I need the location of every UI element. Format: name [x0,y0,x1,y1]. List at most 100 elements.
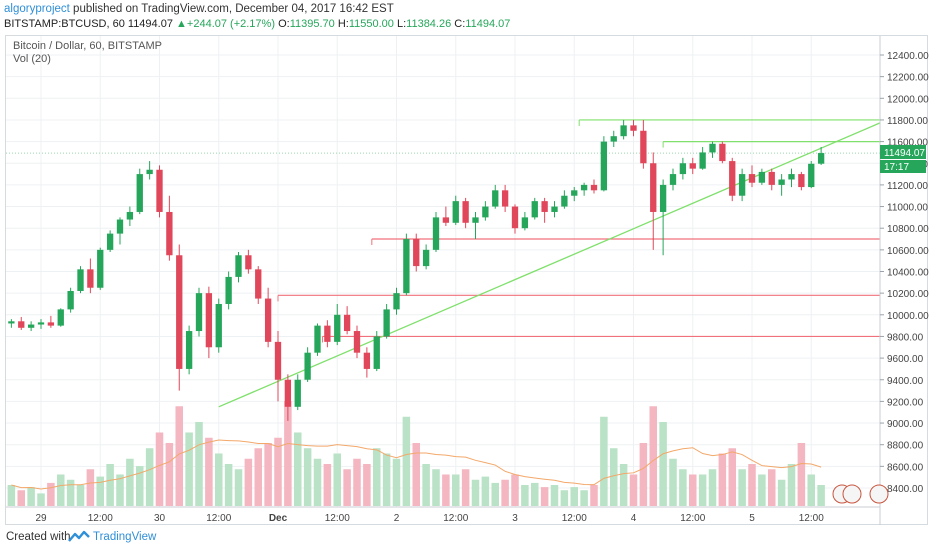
event-flag-icons[interactable] [832,484,889,504]
volume-bar [234,469,243,506]
volume-bar [145,448,154,506]
candle-body [768,171,775,185]
time-tick-label: 12:00 [88,513,113,524]
volume-bar [521,485,529,506]
candle-body [472,217,479,223]
price-tick-label: 8600.00 [887,462,924,473]
volume-bar [698,474,707,506]
candle-body [699,152,706,169]
candle-body [600,141,608,191]
volume-bar [76,485,85,506]
chart-frame[interactable] [5,35,928,525]
candle-body [18,321,25,328]
candle-body [679,163,687,175]
volume-bar [382,453,391,506]
volume-bar [66,479,75,506]
low-label: L: [396,18,407,30]
volume-bar [609,448,618,506]
volume-bar [619,464,628,506]
candle-body [146,169,153,175]
candle-body [27,324,35,328]
tradingview-link[interactable]: TradingView [93,531,157,543]
volume-bar [787,464,796,506]
price-tick-label: 11800.00 [887,116,928,127]
candle-body [571,190,578,196]
candle-body [67,290,74,310]
candle-body [403,239,410,294]
candle-body [343,314,351,332]
candle-body [442,217,450,223]
volume-bar [135,466,144,506]
volume-bar [303,448,312,506]
price-change: +244.07 (+2.17%) [186,18,275,30]
candle-body [363,352,371,369]
volume-bar [797,443,806,506]
us-flag-icon-3[interactable] [869,484,889,504]
volume-bar [96,476,105,506]
volume-ma [11,439,822,490]
volume-bar [284,401,292,506]
candle-body [798,174,805,188]
candle-body [195,293,203,332]
candle-body [156,169,163,212]
candle-body [482,206,489,218]
candle-body [531,201,538,218]
candle-body [659,184,667,212]
candle-body [501,190,509,207]
volume-bar [224,464,233,506]
volume-bar [7,485,16,506]
price-tick-label: 8800.00 [887,441,924,452]
trend-lines [218,122,881,408]
candle-body [580,184,588,191]
volume-bar [372,448,381,506]
candle-body [630,125,637,131]
price-tick-label: 10200.00 [887,289,929,300]
last-price-tag [880,145,926,159]
volume-bar [323,464,332,506]
volume-bar [580,490,588,506]
volume-bar [422,464,430,506]
time-tick-label: 12:00 [325,513,350,524]
candle-body [511,206,519,229]
price-tick-label: 12000.00 [887,94,929,105]
volume-bar [491,482,500,506]
volume-bar [767,469,776,506]
volume-bar [649,406,658,506]
price-tick-label: 11600.00 [887,138,928,149]
candle-body [245,255,252,270]
volume-bars [7,401,825,506]
candle-body [373,336,380,369]
candle-body [264,298,272,342]
candle-body [87,269,94,288]
author-link[interactable]: algoryproject [4,3,70,15]
candle-body [788,174,795,180]
volume-bar [363,464,371,506]
high-label: H: [337,18,349,30]
volume-bar [570,487,579,506]
price-tick-label: 10800.00 [887,224,929,235]
level-lines [6,119,880,343]
volume-bar [471,479,480,506]
symbol-label: BITSTAMP:BTCUSD, 60 [4,18,125,30]
candle-body [324,325,331,342]
tradingview-logo-icon[interactable] [68,529,90,545]
time-tick-label: 4 [631,513,637,524]
volume-bar [432,469,440,506]
candle-body [383,309,390,337]
candle-body [492,190,499,207]
volume-bar [244,458,253,506]
us-flag-icon-2[interactable] [842,484,862,504]
candle-body [640,130,647,164]
volume-bar [254,448,263,506]
volume-bar [629,474,638,506]
volume-bar [412,443,421,506]
volume-bar [688,474,697,506]
time-tick-label: 12:00 [443,513,468,524]
price-tick-label: 10400.00 [887,268,929,279]
candle-body [284,379,292,407]
price-tick-label: 9600.00 [887,354,924,365]
candle-body [393,293,400,310]
volume-bar [313,458,322,506]
volume-bar [590,485,598,506]
